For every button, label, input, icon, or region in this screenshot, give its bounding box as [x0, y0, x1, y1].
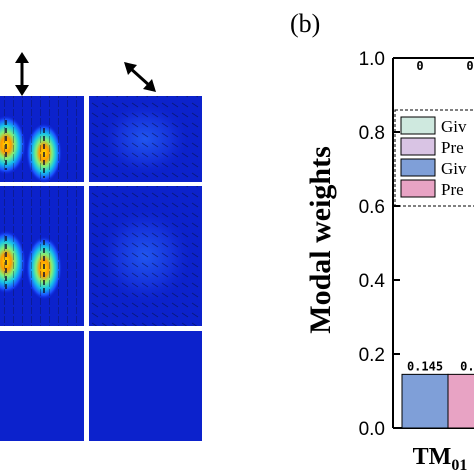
vertical-double-arrow-icon: [15, 52, 29, 96]
bar-value-label: 0.1: [460, 359, 474, 373]
bar: [401, 373, 449, 429]
y-ticks: 0.0 0.2 0.4 0.6 0.8 1.0: [359, 49, 400, 440]
legend-swatch: [400, 116, 436, 135]
y-tick-label: 0.4: [359, 271, 386, 292]
x-tick-label-main: TM: [413, 444, 452, 470]
legend-label: Pre: [441, 180, 464, 199]
field-map-row1-left: [0, 96, 84, 183]
field-map-row3-right: [89, 331, 202, 441]
legend-label: Giv: [441, 159, 467, 178]
field-map-row1-right: [89, 96, 202, 182]
x-tick-label-sub: 01: [451, 457, 467, 474]
bars: 0.145 0.1: [401, 359, 474, 429]
legend-label: Giv: [441, 117, 467, 136]
x-tick-label-tm01: TM01: [413, 444, 468, 474]
y-tick-label: 1.0: [359, 49, 385, 70]
y-tick-label: 0.6: [359, 197, 385, 218]
field-map-row2-right: [89, 186, 202, 326]
panel-b-label: (b): [290, 9, 320, 38]
diagonal-double-arrow-icon: [124, 62, 156, 92]
legend-swatch: [400, 137, 436, 156]
legend-swatch: [400, 158, 436, 177]
y-tick-label: 0.0: [359, 419, 385, 440]
legend-frame: [394, 109, 474, 207]
legend-label: Pre: [441, 138, 464, 157]
bar-value-label: 0.145: [407, 359, 443, 373]
y-axis-title: Modal weights: [304, 146, 337, 334]
field-map-row3-left: [0, 331, 84, 441]
panel-a-field-maps: [0, 52, 202, 441]
y-tick-label: 0.8: [359, 123, 385, 144]
top-value-label: 0: [416, 59, 423, 73]
bar: [447, 373, 474, 429]
y-tick-label: 0.2: [359, 345, 385, 366]
top-value-label: 0: [466, 59, 473, 73]
legend: Giv Pre Giv Pre: [394, 109, 474, 207]
field-map-row2-left: [0, 186, 84, 326]
legend-swatch: [400, 179, 436, 198]
